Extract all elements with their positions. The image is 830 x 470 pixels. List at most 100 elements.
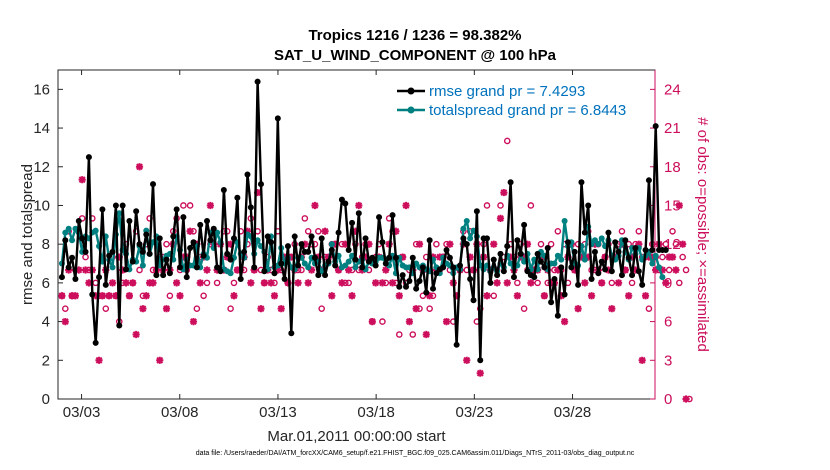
rmse-point <box>291 233 298 240</box>
rmse-point <box>251 264 258 271</box>
rmse-point <box>241 248 248 255</box>
rmse-point <box>605 229 612 236</box>
rmse-point <box>652 123 659 130</box>
rmse-point <box>170 233 177 240</box>
rmse-point <box>446 254 453 261</box>
rmse-point <box>473 208 480 215</box>
rmse-point <box>244 171 251 178</box>
obs-assimilated-point <box>307 266 316 274</box>
obs-assimilated-point <box>628 253 636 261</box>
obs-assimilated-point <box>334 266 343 274</box>
rmse-point <box>500 268 507 275</box>
obs-possible-point <box>534 279 541 287</box>
obs-assimilated-point <box>186 227 194 235</box>
rmse-point <box>190 239 197 246</box>
obs-assimilated-point <box>658 266 667 274</box>
rmse-point <box>79 235 86 242</box>
obs-possible-point <box>102 305 110 312</box>
obs-assimilated-point <box>156 356 164 364</box>
y2-tick-label: 24 <box>664 81 681 98</box>
rmse-point <box>544 245 551 252</box>
obs-assimilated-point <box>493 279 501 287</box>
rmse-point <box>578 179 585 186</box>
totalspread-point <box>467 235 474 242</box>
rmse-point <box>440 264 447 271</box>
totalspread-point <box>214 229 221 236</box>
obs-assimilated-point <box>426 292 434 300</box>
rmse-point <box>622 237 629 244</box>
rmse-point <box>362 235 369 242</box>
obs-assimilated-point <box>587 292 596 300</box>
rmse-point <box>295 262 302 269</box>
obs-assimilated-point <box>274 266 282 274</box>
obs-assimilated-point <box>78 176 86 184</box>
obs-assimilated-point <box>608 305 616 313</box>
rmse-point <box>369 254 376 261</box>
totalspread-point <box>561 217 568 224</box>
rmse-point <box>551 276 558 283</box>
obs-possible-point <box>497 202 504 209</box>
y-tick-label: 0 <box>42 391 50 408</box>
obs-assimilated-point <box>270 292 279 300</box>
rmse-point <box>325 258 332 265</box>
totalspread-point <box>554 252 561 259</box>
obs-possible-point <box>635 227 643 235</box>
totalspread-point <box>507 260 514 267</box>
rmse-point <box>143 231 150 238</box>
obs-assimilated-point <box>321 227 329 235</box>
obs-assimilated-point <box>247 279 255 287</box>
obs-assimilated-point <box>675 201 683 210</box>
obs-assimilated-point <box>682 395 690 403</box>
obs-possible-point <box>527 202 535 209</box>
rmse-series-line <box>60 80 666 362</box>
rmse-point <box>230 235 237 242</box>
rmse-point <box>166 270 173 277</box>
x-tick-label: 03/18 <box>357 404 395 421</box>
totalspread-point <box>598 235 605 242</box>
obs-assimilated-point <box>129 279 137 287</box>
obs-assimilated-point <box>382 266 390 274</box>
obs-assimilated-point <box>108 279 117 287</box>
obs-assimilated-point <box>206 201 214 210</box>
obs-assimilated-point <box>422 330 430 339</box>
rmse-point <box>521 221 528 228</box>
y2-tick-label: 18 <box>664 159 681 176</box>
x-tick-label: 03/13 <box>259 404 297 421</box>
totalspread-point <box>352 264 359 271</box>
chart-title: Tropics 1216 / 1236 = 98.382% <box>308 27 522 44</box>
obs-possible-point <box>304 227 312 235</box>
rmse-point <box>136 241 143 248</box>
rmse-point <box>467 276 474 283</box>
rmse-point <box>133 208 140 215</box>
y-tick-label: 12 <box>33 159 50 176</box>
obs-possible-point <box>618 227 626 235</box>
y2-tick-label: 0 <box>664 391 672 408</box>
obs-possible-point <box>554 227 562 235</box>
obs-assimilated-point <box>348 292 356 300</box>
obs-possible-point <box>665 266 673 274</box>
rmse-point <box>382 260 389 267</box>
obs-assimilated-point <box>173 279 181 287</box>
rmse-point <box>102 281 109 288</box>
rmse-point <box>69 254 76 261</box>
obs-assimilated-point <box>503 279 511 287</box>
rmse-point <box>537 258 544 265</box>
rmse-point <box>625 254 632 261</box>
rmse-point <box>163 256 170 263</box>
obs-assimilated-point <box>230 292 238 300</box>
y-tick-label: 14 <box>33 120 50 137</box>
obs-possible-point <box>193 305 201 312</box>
rmse-point <box>335 229 342 236</box>
rmse-point <box>548 299 555 306</box>
totalspread-point <box>116 210 123 217</box>
rmse-point <box>575 281 582 288</box>
obs-possible-point <box>675 279 683 287</box>
rmse-point <box>261 268 268 275</box>
legend-swatch-marker <box>407 87 415 95</box>
obs-assimilated-point <box>345 266 353 274</box>
obs-assimilated-point <box>571 266 579 274</box>
obs-possible-point <box>203 279 211 287</box>
obs-possible-point <box>520 305 528 312</box>
obs-possible-point <box>514 279 521 287</box>
obs-assimilated-point <box>277 305 285 313</box>
